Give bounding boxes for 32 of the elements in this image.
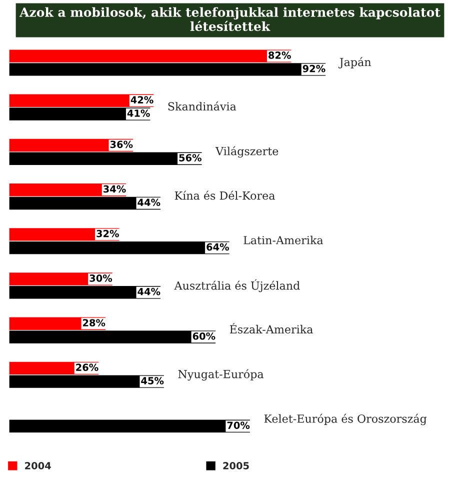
data-label: 45% bbox=[141, 377, 164, 384]
data-label: 32% bbox=[96, 230, 119, 238]
data-label: 82% bbox=[268, 52, 291, 59]
data-label: 44% bbox=[138, 198, 160, 206]
data-label: 41% bbox=[127, 110, 150, 117]
data-label: 36% bbox=[110, 140, 133, 148]
y-tick-label: Latin-Amerika bbox=[244, 236, 324, 244]
y-tick-label: Kelet-Európa és Oroszország bbox=[264, 414, 427, 426]
y-tick-label: Japán bbox=[338, 57, 372, 68]
y-tick-label: Kína és Dél-Korea bbox=[174, 190, 275, 200]
data-label: 42% bbox=[130, 96, 154, 104]
bar bbox=[9, 63, 326, 76]
data-label: 26% bbox=[76, 364, 98, 372]
bar bbox=[9, 50, 292, 62]
bar bbox=[9, 330, 216, 344]
chart-title: Azok a mobilosok, akik telefonjukkal internetes kapcsolatot létesítettek bbox=[19, 7, 440, 32]
y-tick-label: Észak-Amerika bbox=[230, 323, 313, 334]
data-label: 70% bbox=[227, 422, 250, 429]
data-label: 44% bbox=[138, 288, 160, 296]
data-label: 30% bbox=[90, 274, 112, 282]
data-label: 56% bbox=[179, 154, 202, 162]
data-label: 34% bbox=[104, 185, 126, 193]
data-label: 92% bbox=[302, 64, 326, 72]
data-label: 64% bbox=[206, 243, 229, 251]
legend-label: 2005 bbox=[223, 462, 249, 470]
y-tick-label: Világszerte bbox=[215, 146, 278, 158]
y-tick-label: Ausztrália és Újzéland bbox=[174, 279, 300, 292]
y-tick-label: Skandinávia bbox=[168, 102, 236, 111]
data-label: 28% bbox=[82, 319, 106, 326]
legend-label: 2004 bbox=[25, 462, 51, 470]
y-tick-label: Nyugat-Európa bbox=[178, 369, 264, 381]
data-label: 60% bbox=[192, 332, 216, 340]
